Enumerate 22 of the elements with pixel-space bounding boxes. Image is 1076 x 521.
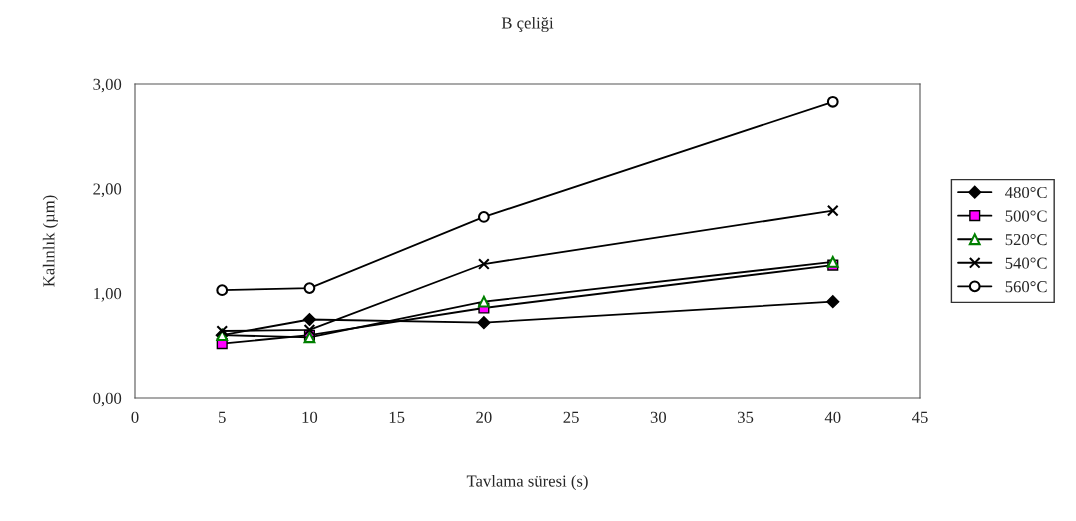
y-tick-label: 1,00 [94, 288, 122, 302]
x-tick-label: 25 [563, 411, 579, 423]
x-tick-label: 0 [131, 411, 139, 423]
legend-label: 500°C [1005, 210, 1047, 222]
legend-label: 520°C [1005, 233, 1047, 246]
x-tick-label: 35 [738, 411, 754, 423]
legend-label: 540°C [1005, 257, 1047, 269]
x-tick-label: 15 [389, 411, 405, 423]
x-tick-label: 40 [824, 411, 841, 423]
y-tick-label: 3,00 [93, 78, 122, 93]
x-tick-label: 45 [911, 411, 928, 423]
chart-title: B çeliği [501, 16, 554, 33]
x-tick-label: 20 [476, 411, 492, 423]
y-tick-label: 2,00 [93, 183, 122, 198]
x-tick-label: 10 [302, 411, 318, 423]
x-tick-label: 5 [219, 411, 226, 423]
legend-label: 560°C [1005, 281, 1047, 293]
x-tick-label: 30 [650, 411, 667, 423]
x-axis-title: Tavlama süresi (s) [466, 474, 588, 491]
y-tick-label: 0,00 [93, 392, 122, 407]
legend-label: 480°C [1005, 186, 1047, 199]
y-axis-title: Kalınlık (µm) [42, 195, 58, 287]
